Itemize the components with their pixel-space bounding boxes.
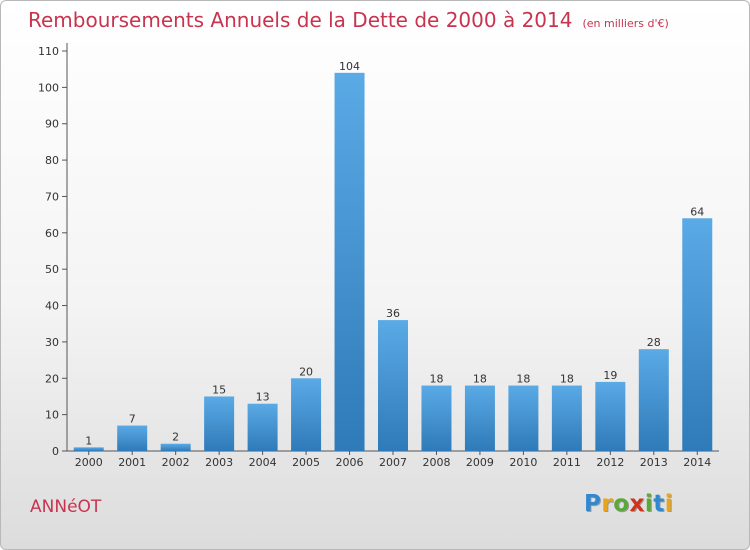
bar	[378, 320, 408, 451]
bar-value-label: 7	[129, 413, 136, 426]
bar-value-label: 19	[603, 369, 617, 382]
title-text: Remboursements Annuels de la Dette de 20…	[28, 8, 573, 32]
y-tick-label: 100	[38, 81, 59, 94]
bar	[551, 385, 582, 451]
x-tick-label: 2014	[683, 456, 711, 469]
y-tick-label: 110	[38, 45, 59, 58]
bar-value-label: 36	[386, 307, 400, 320]
bar-value-label: 18	[429, 373, 443, 386]
bars: 1 7 2 15 13 20 104 36 18 18 18 18 19 28 64	[73, 60, 713, 452]
x-tick-label: 2004	[249, 456, 277, 469]
x-tick-label: 2001	[118, 456, 146, 469]
bar	[247, 403, 278, 451]
bar	[204, 396, 235, 451]
logo-letter: r	[601, 491, 614, 517]
x-tick-label: 2006	[336, 456, 364, 469]
bar-value-label: 104	[339, 60, 360, 73]
y-tick-label: 40	[45, 300, 59, 313]
x-tick-label: 2008	[422, 456, 450, 469]
bar-value-label: 18	[516, 373, 530, 386]
bar	[464, 385, 495, 451]
y-tick-label: 50	[45, 263, 59, 276]
bar-value-label: 2	[172, 431, 179, 444]
x-tick-label: 2013	[640, 456, 668, 469]
bar-value-label: 18	[560, 373, 574, 386]
logo-letter: x	[629, 491, 645, 517]
commune-name: ANNéOT	[30, 497, 102, 517]
bar	[595, 381, 626, 451]
x-tick-label: 2009	[466, 456, 494, 469]
bar-value-label: 20	[299, 365, 313, 378]
bar-value-label: 15	[212, 383, 226, 396]
bar	[160, 443, 191, 451]
y-tick-label: 60	[45, 227, 59, 240]
x-tick-label: 2010	[509, 456, 537, 469]
y-tick-label: 30	[45, 336, 59, 349]
x-tick-label: 2011	[553, 456, 581, 469]
bar-value-label: 18	[473, 373, 487, 386]
logo-letter: t	[653, 491, 665, 517]
bar	[334, 72, 365, 452]
x-tick-label: 2000	[75, 456, 103, 469]
y-tick-label: 90	[45, 118, 59, 131]
chart-title: Remboursements Annuels de la Dette de 20…	[28, 8, 669, 32]
bar-value-label: 1	[85, 434, 92, 447]
axes: 0 10 20 30 40 50 60 70 80 90 100 110 2000 2001 2002 200…	[38, 43, 719, 469]
y-tick-label: 10	[45, 409, 59, 422]
y-tick-label: 0	[52, 445, 59, 458]
x-tick-label: 2005	[292, 456, 320, 469]
y-tick-label: 80	[45, 154, 59, 167]
y-tick-label: 70	[45, 190, 59, 203]
x-tick-label: 2012	[596, 456, 624, 469]
bar	[508, 385, 539, 451]
bar	[291, 378, 322, 451]
y-tick-label: 20	[45, 372, 59, 385]
x-tick-label: 2003	[205, 456, 233, 469]
proxiti-logo[interactable]: Proxiti	[584, 491, 673, 517]
bar	[421, 385, 452, 451]
logo-letter: P	[584, 491, 602, 517]
x-tick-label: 2002	[162, 456, 190, 469]
bar	[638, 349, 669, 451]
bar-value-label: 28	[647, 336, 661, 349]
bar	[682, 218, 713, 451]
title-unit: (en milliers d'€)	[582, 17, 669, 30]
x-tick-label: 2007	[379, 456, 407, 469]
bar-value-label: 13	[256, 391, 270, 404]
bar	[73, 447, 104, 451]
bar	[117, 425, 148, 451]
logo-letter: o	[613, 491, 630, 517]
logo-letter: i	[664, 491, 674, 517]
logo-letter: i	[644, 491, 654, 517]
bar-value-label: 64	[690, 205, 704, 218]
